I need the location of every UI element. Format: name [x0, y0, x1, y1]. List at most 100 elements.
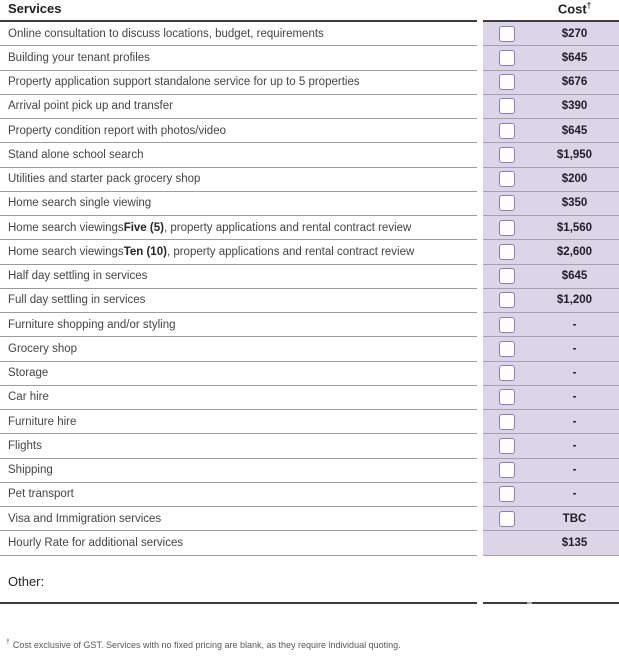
column-gap: [477, 313, 483, 338]
service-table-body: Online consultation to discuss locations…: [0, 22, 619, 556]
service-checkbox[interactable]: [498, 171, 515, 188]
service-checkbox[interactable]: [498, 195, 515, 212]
table-row: Utilities and starter pack grocery shop …: [0, 167, 619, 192]
table-row: Home search viewings Five (5), property …: [0, 216, 619, 241]
column-gap: [477, 22, 483, 47]
table-row: Flights -: [0, 434, 619, 459]
checkbox-cell: [483, 167, 530, 192]
service-checkbox[interactable]: [498, 49, 515, 66]
service-checkbox[interactable]: [498, 486, 515, 503]
service-label: Full day settling in services: [0, 289, 477, 313]
table-row: Hourly Rate for additional services $135: [0, 531, 619, 556]
service-label: Storage: [0, 362, 477, 386]
checkbox-cell: [483, 337, 530, 362]
service-label: Shipping: [0, 459, 477, 483]
service-checkbox[interactable]: [498, 243, 515, 260]
cost-value: $645: [530, 264, 619, 289]
other-label: Other:: [8, 573, 45, 589]
service-checkbox[interactable]: [498, 340, 515, 357]
column-gap: [477, 70, 483, 95]
column-gap: [477, 434, 483, 459]
column-gap: [477, 94, 483, 119]
dagger-superscript: †: [586, 0, 592, 10]
cost-value: -: [530, 410, 619, 435]
cost-value: $200: [530, 167, 619, 192]
service-label: Home search single viewing: [0, 192, 477, 216]
service-checkbox[interactable]: [498, 365, 515, 382]
checkbox-cell: [483, 46, 530, 71]
column-gap: [477, 385, 483, 410]
service-label: Property application support standalone …: [0, 71, 477, 95]
column-gap: [477, 337, 483, 362]
service-checkbox[interactable]: [498, 74, 515, 91]
rule-segment: [532, 601, 619, 604]
column-gap: [477, 264, 483, 289]
services-column-header: Services: [0, 1, 477, 22]
table-row: Property application support standalone …: [0, 70, 619, 95]
checkbox-cell: [483, 482, 530, 507]
service-checkbox[interactable]: [498, 25, 515, 42]
cost-value: -: [530, 434, 619, 459]
column-gap: [477, 531, 483, 556]
column-gap: [477, 458, 483, 483]
table-row: Car hire -: [0, 385, 619, 410]
service-checkbox[interactable]: [498, 462, 515, 479]
service-label: Utilities and starter pack grocery shop: [0, 168, 477, 192]
table-header: Services Cost†: [0, 0, 619, 22]
service-label: Stand alone school search: [0, 143, 477, 168]
cost-value: $645: [530, 119, 619, 144]
service-label: Arrival point pick up and transfer: [0, 95, 477, 119]
service-label: Property condition report with photos/vi…: [0, 119, 477, 144]
service-checkbox[interactable]: [498, 389, 515, 406]
checkbox-cell: [483, 191, 530, 216]
service-checkbox[interactable]: [498, 437, 515, 454]
cost-value: -: [530, 385, 619, 410]
service-label: Hourly Rate for additional services: [0, 531, 477, 556]
service-checkbox[interactable]: [498, 268, 515, 285]
cost-value: $1,560: [530, 216, 619, 241]
service-checkbox[interactable]: [498, 292, 515, 309]
checkbox-cell: [483, 119, 530, 144]
rule-gap: [477, 601, 483, 604]
service-checkbox[interactable]: [498, 122, 515, 139]
cost-value: $645: [530, 46, 619, 71]
service-label: Furniture shopping and/or styling: [0, 313, 477, 338]
table-row: Online consultation to discuss locations…: [0, 22, 619, 47]
footnote-text: Cost exclusive of GST. Services with no …: [12, 640, 401, 650]
cost-value: $2,600: [530, 240, 619, 265]
cost-value: $390: [530, 94, 619, 119]
column-gap: [477, 46, 483, 71]
cost-value: $270: [530, 22, 619, 47]
service-checkbox[interactable]: [498, 510, 515, 527]
cost-value: -: [530, 482, 619, 507]
table-row: Property condition report with photos/vi…: [0, 119, 619, 144]
service-label: Visa and Immigration services: [0, 507, 477, 532]
other-section: Other:: [0, 556, 619, 602]
service-checkbox[interactable]: [498, 413, 515, 430]
cost-value: -: [530, 337, 619, 362]
service-label: Furniture hire: [0, 410, 477, 435]
column-gap: [477, 20, 483, 22]
column-gap: [477, 361, 483, 386]
table-row: Grocery shop -: [0, 337, 619, 362]
checkbox-cell: [483, 531, 530, 556]
service-checkbox[interactable]: [498, 219, 515, 236]
service-checkbox[interactable]: [498, 146, 515, 163]
cost-value: -: [530, 313, 619, 338]
table-row: Pet transport -: [0, 482, 619, 507]
rule-segment: [0, 601, 477, 604]
checkbox-cell: [483, 507, 530, 532]
table-row: Furniture hire -: [0, 410, 619, 435]
checkbox-cell: [483, 361, 530, 386]
cost-value: $676: [530, 70, 619, 95]
table-row: Building your tenant profiles $645: [0, 46, 619, 71]
service-checkbox[interactable]: [498, 98, 515, 115]
column-gap: [477, 191, 483, 216]
cost-column-header: Cost†: [530, 1, 619, 22]
service-checkbox[interactable]: [498, 316, 515, 333]
service-label: Home search viewings Ten (10), property …: [0, 240, 477, 265]
checkbox-cell: [483, 458, 530, 483]
table-row: Shipping -: [0, 458, 619, 483]
cost-value: $350: [530, 191, 619, 216]
